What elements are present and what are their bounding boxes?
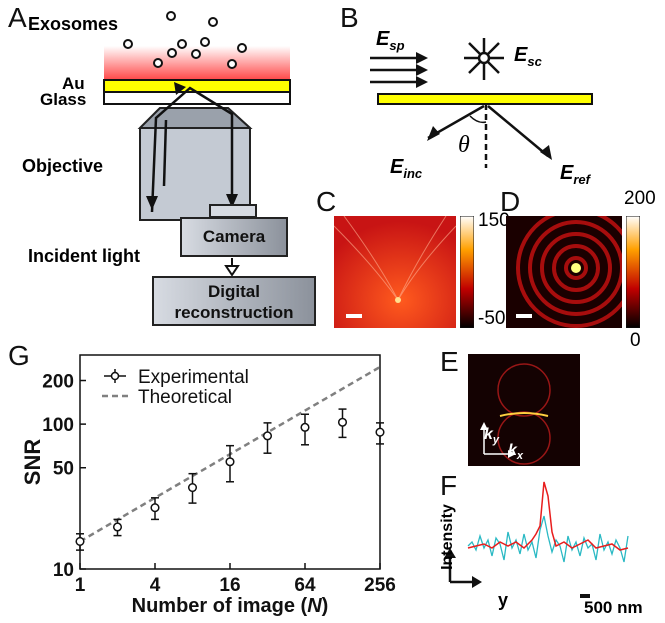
colorbar-c-min: -50	[478, 308, 506, 329]
colorbar-d-max: 200	[624, 188, 656, 209]
x-tick-label: 4	[150, 575, 161, 596]
series-layer	[75, 365, 385, 551]
y-tick-label: 200	[42, 372, 74, 393]
x-tick-label: 64	[294, 575, 316, 596]
digital-reconstruction-box: Digital reconstruction	[152, 276, 316, 326]
scalebar-label: 500 nm	[584, 598, 643, 617]
data-point	[75, 536, 85, 546]
data-point	[262, 431, 273, 441]
panel-a-diagram	[103, 11, 291, 277]
panel-letter-d: D	[500, 186, 521, 217]
panel-letter-f: F	[440, 470, 458, 501]
panel-b-diagram	[370, 38, 593, 168]
light-rays	[150, 86, 234, 213]
data-point	[112, 522, 123, 532]
panel-d-colorbar	[626, 216, 640, 328]
y-tick-label: 50	[53, 459, 74, 480]
theta-label: θ	[458, 132, 470, 158]
intensity-axes	[448, 554, 476, 584]
exosomes-label: Exosomes	[28, 14, 119, 34]
data-point	[300, 422, 310, 432]
kx-label: kx	[508, 442, 524, 463]
surface-plasmon-arrows	[370, 56, 418, 84]
panel-letter-c: C	[316, 186, 337, 217]
x-tick-label: 1	[75, 575, 86, 596]
e-sp-label: Esp	[376, 28, 405, 53]
x-axis-label: Number of image (N)	[132, 595, 329, 617]
y-tick-label: 100	[42, 415, 74, 436]
data-point	[187, 482, 198, 493]
panel-c-image	[334, 216, 456, 328]
x-tick-label: 256	[364, 575, 396, 596]
x-ticks: 1 4 16 64 256	[75, 563, 396, 596]
exosome-particles	[123, 11, 247, 69]
panel-f-plot	[444, 481, 629, 598]
data-point	[150, 503, 160, 513]
camera-box: Camera	[180, 217, 288, 257]
y-axis-label: SNR	[20, 439, 45, 486]
colorbar-d-min: 0	[630, 330, 641, 351]
data-point	[225, 457, 235, 467]
trace-red	[467, 481, 629, 551]
legend-theoretical: Theoretical	[138, 387, 232, 408]
legend-experimental: Experimental	[138, 367, 249, 388]
panel-letter-b: B	[340, 2, 359, 33]
panel-e-image	[468, 354, 580, 466]
f-y-label: y	[498, 590, 509, 610]
glass-label: Glass	[40, 90, 87, 109]
panel-letter-a: A	[8, 2, 27, 33]
y-tick-label: 10	[53, 560, 74, 581]
e-ref-label: Eref	[560, 162, 590, 187]
panel-letter-e: E	[440, 346, 459, 377]
panel-letter-g: G	[8, 340, 30, 371]
e-inc-label: Einc	[390, 156, 423, 181]
colorbar-c-max: 150	[478, 210, 510, 231]
digital-label: Digital	[208, 282, 260, 301]
scattering-star	[464, 38, 504, 80]
data-point	[337, 417, 348, 427]
au-label: Au	[62, 74, 85, 93]
chart-legend: Experimental Theoretical	[102, 367, 249, 408]
objective-label: Objective	[22, 156, 104, 176]
y-ticks: 10 50 100 200	[42, 372, 86, 581]
ky-label: ky	[484, 426, 500, 447]
trace-cyan	[467, 515, 629, 563]
panel-c-colorbar	[460, 216, 474, 328]
x-tick-label: 16	[219, 575, 240, 596]
reconstruction-label: reconstruction	[174, 303, 294, 322]
data-point	[375, 427, 385, 437]
panel-d-image	[506, 216, 622, 328]
incident-light-label: Incident light	[28, 246, 140, 266]
e-sc-label: Esc	[514, 44, 542, 69]
camera-label: Camera	[202, 227, 266, 246]
